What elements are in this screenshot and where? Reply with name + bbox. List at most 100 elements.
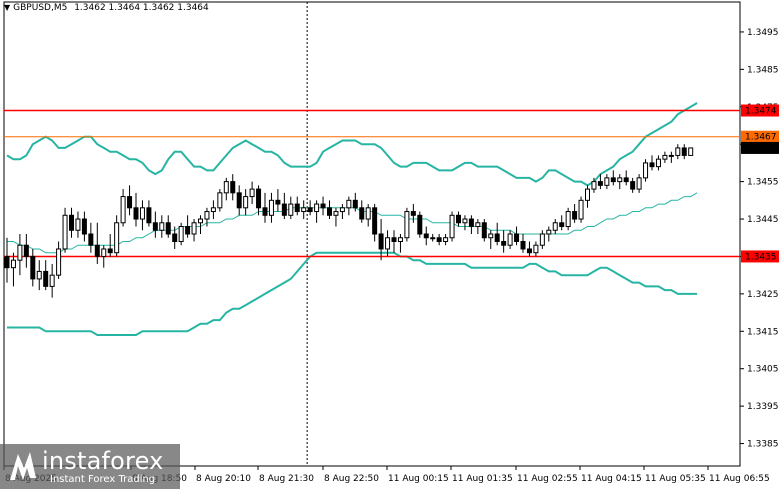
candle-body: [333, 211, 339, 216]
candle-body: [165, 222, 171, 235]
price-level-tag: [741, 104, 779, 117]
candle-body: [159, 222, 165, 231]
x-tick-label: 11 Aug 00:15: [388, 474, 449, 484]
candle-body: [256, 188, 262, 209]
current-price-label: 1.3464: [745, 144, 777, 154]
candle-body: [643, 162, 649, 179]
candle-body: [630, 181, 636, 190]
candle-body: [262, 207, 268, 216]
candle-body: [36, 270, 42, 280]
candle-body: [210, 207, 216, 213]
y-tick-label: 1.3405: [747, 365, 779, 375]
candle-body: [559, 222, 565, 228]
bollinger-middle-line: [7, 192, 698, 254]
y-tick-label: 1.3485: [747, 65, 779, 75]
candle-body: [456, 214, 461, 224]
candle-body: [139, 207, 145, 220]
candle-body: [198, 218, 203, 224]
x-tick-label: 11 Aug 04:15: [581, 474, 642, 484]
price-level-tag: [741, 130, 779, 143]
candle-body: [314, 203, 320, 213]
candle-body: [127, 196, 133, 209]
price-level-label: 1.3467: [745, 133, 777, 143]
candle-body: [623, 177, 629, 183]
candle-body: [191, 222, 197, 235]
candle-body: [597, 181, 603, 186]
candle-body: [681, 147, 687, 156]
candle-body: [204, 211, 210, 220]
y-tick-label: 1.3495: [747, 28, 779, 38]
candle-body: [114, 222, 120, 254]
x-tick-label: 8 Aug 22:50: [324, 474, 379, 484]
instaforex-logo-icon: [10, 452, 36, 480]
candle-body: [133, 207, 139, 220]
instaforex-watermark: instaforex Instant Forex Trading: [0, 444, 180, 489]
x-tick-label: 11 Aug 05:35: [645, 474, 706, 484]
candle-body: [88, 233, 94, 246]
x-tick-label: 8 Aug 21:30: [259, 474, 314, 484]
candle-body: [23, 244, 29, 257]
candle-body: [268, 199, 274, 216]
candle-body: [494, 233, 500, 242]
candle-body: [178, 226, 184, 242]
candle-body: [339, 207, 345, 213]
y-tick-label: 1.3445: [747, 215, 779, 225]
candle-body: [578, 199, 584, 220]
candle-body: [410, 211, 416, 216]
candle-body: [281, 203, 287, 216]
candle-body: [604, 177, 610, 186]
candle-body: [475, 222, 481, 228]
candle-body: [443, 237, 449, 242]
candle-body: [675, 147, 681, 156]
candle-body: [107, 248, 113, 254]
candle-body: [69, 214, 74, 231]
candle-body: [359, 207, 365, 220]
y-tick-label: 1.3425: [747, 290, 779, 300]
y-tick-label: 1.3395: [747, 402, 779, 412]
candle-body: [488, 233, 494, 239]
price-level-tag: [741, 250, 779, 263]
candle-body: [481, 222, 487, 239]
candle-body: [236, 192, 242, 209]
candle-body: [468, 218, 474, 228]
candle-body: [17, 244, 23, 261]
candle-body: [56, 248, 62, 276]
candle-body: [249, 188, 255, 198]
plot-frame: [3, 1, 741, 467]
candle-body: [404, 211, 410, 239]
candle-body: [101, 248, 107, 257]
price-level-label: 1.3435: [745, 252, 777, 262]
candle-body: [649, 162, 655, 168]
chart-header: ▼ GBPUSD,M5 1.3462 1.3464 1.3462 1.3464: [4, 3, 209, 13]
ohlc-readout: 1.3462 1.3464 1.3462 1.3464: [74, 3, 209, 13]
y-tick-label: 1.3455: [747, 178, 779, 188]
candle-body: [378, 233, 384, 250]
price-level-label: 1.3474: [745, 107, 777, 117]
bollinger-lower-line: [7, 251, 698, 336]
candle-body: [94, 244, 100, 257]
candle-body: [507, 233, 513, 246]
candle-body: [514, 233, 520, 242]
candle-body: [62, 214, 68, 250]
candle-body: [217, 192, 223, 209]
dropdown-triangle-icon[interactable]: ▼: [4, 3, 11, 12]
candle-body: [49, 274, 55, 287]
candle-body: [43, 270, 49, 287]
candle-body: [372, 207, 378, 235]
candle-body: [501, 240, 507, 246]
candle-body: [30, 255, 36, 280]
candle-body: [591, 181, 597, 190]
candle-body: [430, 237, 436, 240]
candle-body: [539, 233, 545, 246]
candle-body: [526, 248, 532, 254]
candle-body: [546, 229, 552, 235]
candle-body: [552, 222, 558, 231]
candle-body: [288, 203, 294, 216]
candle-body: [365, 207, 371, 220]
candle-body: [533, 244, 539, 254]
x-tick-label: 11 Aug 01:35: [452, 474, 513, 484]
symbol-label: GBPUSD,M5: [13, 3, 68, 13]
candle-body: [301, 207, 307, 213]
